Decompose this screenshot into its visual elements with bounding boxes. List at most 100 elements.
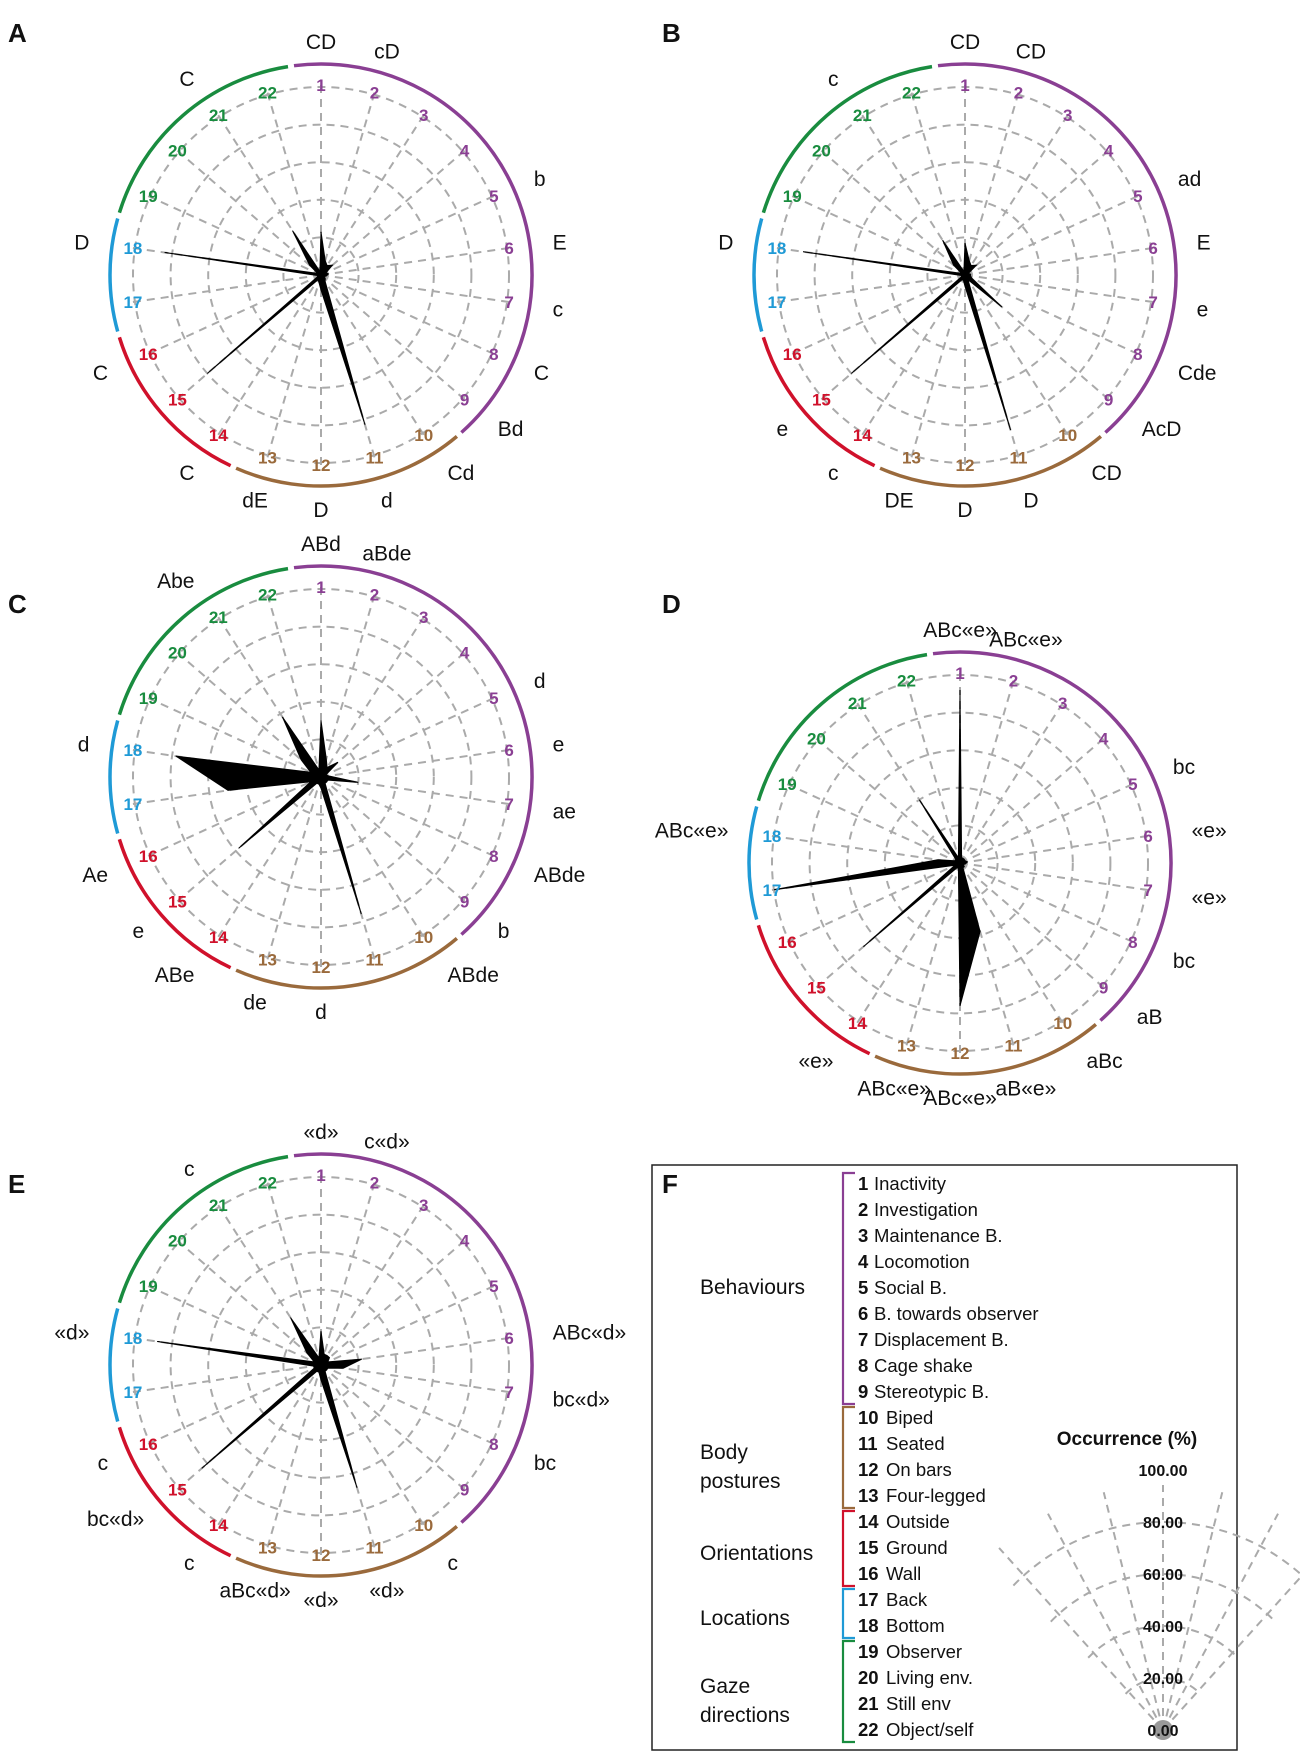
axis-label-17: 17 [123, 795, 142, 814]
spoke-17 [776, 274, 966, 304]
significance-label-11: d [381, 490, 393, 513]
axis-label-18: 18 [762, 827, 781, 846]
spoke-17 [132, 274, 322, 304]
spoke-16 [791, 274, 966, 355]
legend-item-number: 10 [858, 1407, 879, 1428]
axis-label-4: 4 [1104, 142, 1114, 161]
grid-circle-80 [169, 123, 473, 427]
spoke-5 [959, 783, 1134, 864]
legend-item-number: 8 [858, 1355, 868, 1376]
scale-value: 40.00 [1143, 1619, 1183, 1636]
scale-title: Occurrence (%) [1057, 1429, 1197, 1450]
grid-circle-80 [169, 1213, 473, 1517]
legend-item-number: 3 [858, 1225, 868, 1246]
occurrence-shape [773, 689, 981, 1007]
spoke-14 [217, 1364, 322, 1526]
scale-origin [1153, 1720, 1173, 1740]
axis-label-19: 19 [139, 689, 158, 708]
axis-label-2: 2 [1009, 672, 1018, 691]
spoke-19 [147, 195, 322, 276]
spoke-3 [964, 114, 1069, 276]
significance-label-5: bc [1173, 756, 1195, 779]
axis-label-18: 18 [123, 741, 142, 760]
spoke-13 [266, 1364, 322, 1548]
legend-item-13: 13 Four-legged [858, 1485, 986, 1506]
significance-label-7: e [1197, 298, 1209, 321]
legend-item-11: 11 Seated [858, 1433, 945, 1454]
axis-label-14: 14 [209, 928, 228, 947]
axis-label-10: 10 [414, 1516, 433, 1535]
significance-label-13: de [243, 992, 266, 1015]
group-arc-blue [108, 720, 120, 834]
spoke-5 [964, 195, 1139, 276]
significance-label-7: ae [553, 800, 576, 823]
legend-category: Behaviours [700, 1276, 805, 1299]
legend-bracket-purple [841, 1171, 855, 1406]
axis-label-22: 22 [902, 84, 921, 103]
group-arc-brown [874, 1023, 1098, 1076]
legend-item-number: 11 [858, 1433, 878, 1454]
legend-item-17: 17 Back [858, 1589, 928, 1610]
spoke-14 [861, 274, 966, 436]
significance-label-5: ad [1178, 168, 1201, 191]
axis-label-6: 6 [504, 741, 513, 760]
spoke-2 [320, 1182, 376, 1366]
group-arc-brown [235, 937, 459, 990]
significance-label-13: dE [242, 490, 268, 513]
axis-label-22: 22 [897, 672, 916, 691]
legend-item-number: 15 [858, 1537, 879, 1558]
legend-item-number: 13 [858, 1485, 879, 1506]
axis-label-1: 1 [955, 664, 964, 683]
legend-item-21: 21 Still env [858, 1693, 952, 1714]
legend-item-number: 5 [858, 1277, 868, 1298]
group-arc-blue [108, 218, 120, 332]
significance-label-10: ABde [448, 964, 499, 987]
axis-label-11: 11 [366, 1538, 384, 1557]
significance-label-15: e [777, 418, 789, 441]
axis-label-15: 15 [168, 390, 187, 409]
significance-label-11: «d» [369, 1580, 404, 1603]
axis-label-5: 5 [1133, 187, 1142, 206]
legend-item-label: Stereotypic B. [874, 1381, 989, 1402]
axis-label-3: 3 [419, 106, 428, 125]
significance-label-7: bc«d» [553, 1388, 610, 1411]
spoke-22 [266, 92, 322, 276]
axis-label-8: 8 [1133, 345, 1142, 364]
spoke-3 [320, 1204, 425, 1366]
significance-label-8: bc [1173, 950, 1195, 973]
occurrence-shape [803, 239, 1012, 431]
legend-item-6: 6 B. towards observer [858, 1303, 1039, 1324]
axis-label-5: 5 [489, 689, 498, 708]
axis-label-14: 14 [848, 1014, 867, 1033]
significance-label-11: aB«e» [996, 1078, 1057, 1101]
axis-label-11: 11 [1005, 1036, 1023, 1055]
significance-label-1: ABc«e» [923, 619, 997, 642]
legend-bracket-red [841, 1509, 855, 1588]
scale-arc [1124, 1676, 1202, 1695]
legend-item-label: Four-legged [886, 1485, 986, 1506]
axis-label-20: 20 [168, 1232, 187, 1251]
panel-letter: B [662, 18, 681, 48]
spoke-22 [266, 1182, 322, 1366]
significance-label-6: e [553, 734, 565, 757]
legend-bracket-blue [841, 1587, 855, 1640]
significance-label-12: D [313, 499, 328, 522]
spoke-10 [320, 776, 425, 938]
significance-label-18: D [74, 232, 89, 255]
spoke-22 [905, 680, 961, 864]
significance-label-7: c [553, 298, 564, 321]
legend-item-label: Social B. [874, 1277, 947, 1298]
significance-label-1: «d» [303, 1121, 338, 1144]
group-arc-blue [747, 806, 759, 920]
significance-label-8: bc [534, 1452, 556, 1475]
legend-item-20: 20 Living env. [858, 1667, 973, 1688]
significance-label-2: cD [374, 41, 400, 64]
axis-label-15: 15 [812, 390, 831, 409]
axis-label-10: 10 [414, 426, 433, 445]
spoke-13 [905, 862, 961, 1046]
axis-label-2: 2 [370, 586, 379, 605]
axis-label-2: 2 [370, 1174, 379, 1193]
significance-label-8: C [534, 362, 549, 385]
spoke-5 [320, 195, 495, 276]
spoke-4 [320, 1239, 466, 1366]
